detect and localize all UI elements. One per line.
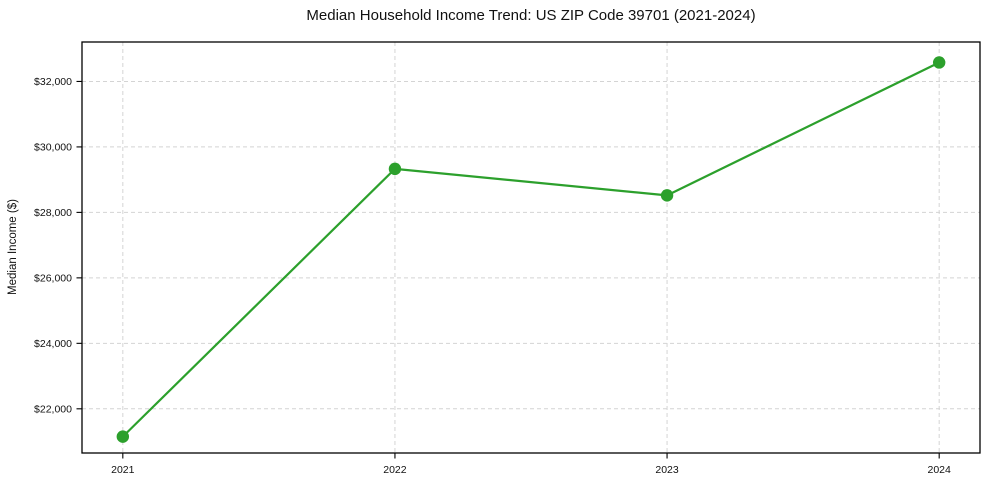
- income-trend-line: [121, 61, 941, 438]
- data-point: [660, 189, 674, 202]
- data-point: [388, 162, 402, 176]
- x-tick-label: 2022: [383, 464, 407, 476]
- x-tick-label: 2023: [655, 464, 679, 476]
- y-tick-label: $26,000: [34, 273, 72, 285]
- y-tick-label: $24,000: [34, 338, 72, 350]
- y-tick-label: $22,000: [34, 404, 72, 416]
- chart-title: Median Household Income Trend: US ZIP Co…: [306, 7, 756, 24]
- y-tick-label: $28,000: [34, 207, 72, 219]
- x-tick-label: 2021: [111, 464, 135, 476]
- plot-border: [81, 41, 981, 454]
- y-tick-label: $32,000: [34, 76, 72, 88]
- data-point: [116, 430, 130, 443]
- y-tick-label: $30,000: [34, 142, 72, 154]
- x-tick-label: 2024: [928, 464, 952, 476]
- data-point: [932, 56, 946, 69]
